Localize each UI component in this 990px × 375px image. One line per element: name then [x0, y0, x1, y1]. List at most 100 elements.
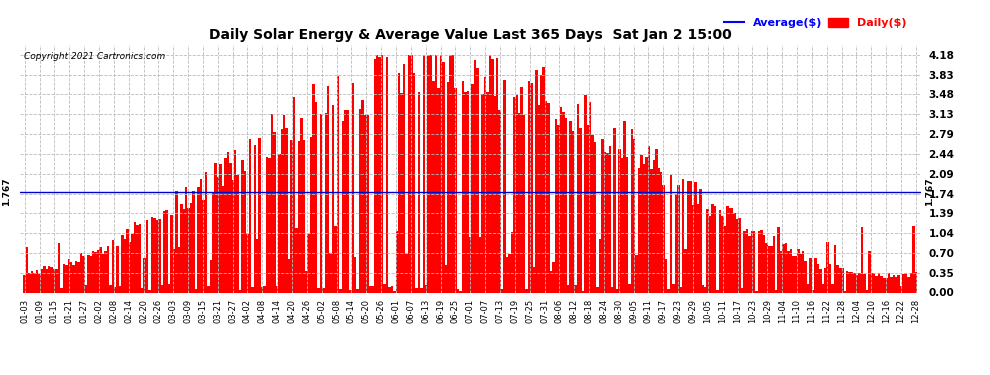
- Bar: [275, 286, 278, 292]
- Bar: [340, 290, 342, 292]
- Bar: [782, 244, 785, 292]
- Bar: [692, 206, 694, 292]
- Bar: [438, 88, 440, 292]
- Bar: [609, 146, 611, 292]
- Bar: [501, 289, 503, 292]
- Bar: [819, 270, 822, 292]
- Bar: [567, 285, 569, 292]
- Bar: [373, 59, 376, 292]
- Bar: [619, 149, 621, 292]
- Bar: [144, 258, 146, 292]
- Bar: [704, 287, 707, 292]
- Bar: [533, 267, 536, 292]
- Bar: [797, 249, 800, 292]
- Bar: [85, 285, 87, 292]
- Bar: [755, 291, 758, 292]
- Bar: [875, 276, 878, 292]
- Bar: [158, 219, 160, 292]
- Bar: [842, 268, 843, 292]
- Bar: [596, 287, 599, 292]
- Bar: [57, 243, 60, 292]
- Bar: [170, 215, 173, 292]
- Bar: [401, 93, 403, 292]
- Bar: [528, 81, 531, 292]
- Bar: [665, 259, 667, 292]
- Bar: [802, 251, 805, 292]
- Bar: [631, 129, 633, 292]
- Bar: [461, 81, 464, 292]
- Bar: [270, 114, 273, 292]
- Bar: [182, 209, 185, 292]
- Bar: [486, 93, 489, 292]
- Bar: [712, 204, 714, 292]
- Bar: [606, 153, 609, 292]
- Bar: [227, 152, 229, 292]
- Bar: [175, 192, 177, 292]
- Bar: [413, 73, 415, 292]
- Bar: [890, 277, 893, 292]
- Bar: [464, 92, 466, 292]
- Bar: [743, 231, 745, 292]
- Bar: [222, 186, 224, 292]
- Bar: [456, 289, 459, 292]
- Bar: [220, 164, 222, 292]
- Bar: [449, 55, 451, 292]
- Bar: [767, 246, 770, 292]
- Bar: [750, 231, 753, 292]
- Bar: [647, 146, 650, 292]
- Bar: [824, 267, 827, 292]
- Bar: [43, 267, 46, 292]
- Bar: [834, 245, 837, 292]
- Bar: [552, 261, 554, 292]
- Bar: [141, 288, 144, 292]
- Bar: [559, 106, 562, 292]
- Bar: [423, 55, 425, 292]
- Bar: [315, 102, 317, 292]
- Bar: [724, 226, 726, 292]
- Bar: [474, 60, 476, 292]
- Bar: [52, 268, 55, 292]
- Bar: [92, 251, 94, 292]
- Bar: [584, 95, 586, 292]
- Bar: [697, 204, 699, 292]
- Bar: [807, 284, 809, 292]
- Bar: [197, 187, 200, 292]
- Bar: [280, 129, 283, 292]
- Bar: [785, 243, 787, 292]
- Bar: [489, 55, 491, 292]
- Bar: [303, 140, 305, 292]
- Bar: [117, 246, 119, 292]
- Bar: [153, 218, 155, 292]
- Bar: [636, 255, 638, 292]
- Bar: [371, 286, 373, 292]
- Bar: [843, 291, 846, 292]
- Bar: [112, 240, 114, 292]
- Bar: [261, 286, 263, 292]
- Bar: [351, 83, 354, 292]
- Bar: [674, 194, 677, 292]
- Bar: [672, 284, 674, 292]
- Bar: [410, 55, 413, 292]
- Bar: [425, 285, 428, 292]
- Bar: [146, 220, 148, 292]
- Bar: [345, 110, 346, 292]
- Bar: [902, 274, 905, 292]
- Bar: [107, 246, 109, 292]
- Bar: [547, 103, 549, 292]
- Bar: [770, 246, 772, 292]
- Bar: [624, 121, 626, 292]
- Bar: [655, 148, 657, 292]
- Bar: [155, 220, 158, 292]
- Bar: [72, 265, 75, 292]
- Bar: [496, 58, 498, 292]
- Bar: [549, 271, 552, 292]
- Bar: [910, 273, 912, 292]
- Bar: [589, 102, 591, 292]
- Bar: [308, 234, 310, 292]
- Bar: [266, 158, 268, 292]
- Bar: [210, 260, 212, 292]
- Bar: [129, 242, 132, 292]
- Bar: [451, 55, 454, 292]
- Bar: [885, 278, 888, 292]
- Bar: [562, 112, 564, 292]
